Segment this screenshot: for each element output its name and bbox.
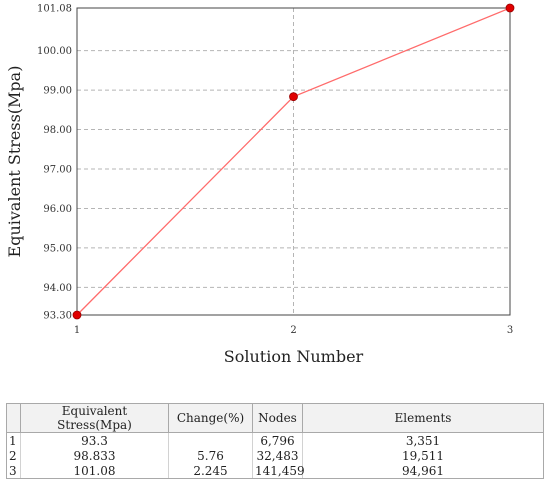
x-tick-label: 1: [74, 325, 80, 336]
table-row[interactable]: 1 93.3 6,796 3,351: [6, 432, 544, 448]
cell-elements: 19,511: [302, 448, 544, 463]
table-header-elements[interactable]: Elements: [302, 403, 544, 433]
results-table: Equivalent Stress(Mpa) Change(%) Nodes E…: [6, 403, 544, 479]
row-index: 2: [6, 448, 21, 463]
table-row[interactable]: 3 101.08 2.245 141,459 94,961: [6, 463, 544, 479]
data-point: [505, 3, 515, 13]
x-axis-title: Solution Number: [224, 347, 364, 366]
table-row[interactable]: 2 98.833 5.76 32,483 19,511: [6, 448, 544, 463]
cell-equivalent-stress: 101.08: [20, 463, 169, 479]
cell-equivalent-stress: 93.3: [20, 432, 169, 448]
cell-elements: 3,351: [302, 432, 544, 448]
y-tick-label: 96.00: [43, 204, 72, 215]
table-header-nodes[interactable]: Nodes: [252, 403, 303, 433]
y-tick-label: 98.00: [43, 125, 72, 136]
y-tick-label: 94.00: [43, 283, 72, 294]
y-tick-label: 93.30: [43, 311, 72, 322]
chart-grid: [77, 8, 510, 315]
y-tick-label: 100.00: [37, 46, 72, 57]
cell-change: 5.76: [168, 448, 253, 463]
convergence-chart: 93.30 94.00 95.00 96.00 97.00 98.00 99.00 100.0…: [5, 3, 515, 366]
cell-equivalent-stress: 98.833: [20, 448, 169, 463]
cell-elements: 94,961: [302, 463, 544, 479]
data-point: [289, 92, 298, 102]
chart-ticks: 93.30 94.00 95.00 96.00 97.00 98.00 99.00 100.0…: [37, 4, 513, 337]
cell-nodes: 141,459: [252, 463, 305, 479]
table-header-row: Equivalent Stress(Mpa) Change(%) Nodes E…: [6, 403, 544, 433]
cell-nodes: 32,483: [252, 448, 303, 463]
y-tick-label: 99.00: [43, 86, 72, 97]
chart-series: [72, 3, 515, 320]
cell-change: 2.245: [168, 463, 253, 479]
plot-frame: [76, 7, 511, 316]
y-tick-label: 101.08: [37, 4, 72, 15]
cell-nodes: 6,796: [252, 432, 303, 448]
table-header-equivalent-stress[interactable]: Equivalent Stress(Mpa): [20, 403, 169, 433]
chart-canvas: 93.30 94.00 95.00 96.00 97.00 98.00 99.00 100.0…: [5, 3, 515, 366]
row-index: 3: [6, 463, 21, 479]
data-point: [72, 310, 82, 320]
x-tick-label: 2: [290, 325, 296, 336]
y-tick-label: 95.00: [43, 243, 72, 254]
row-index: 1: [6, 432, 21, 448]
table-header-change[interactable]: Change(%): [168, 403, 253, 433]
table-header-index: [6, 403, 21, 433]
y-axis-title: Equivalent Stress(Mpa): [5, 66, 24, 258]
y-tick-label: 97.00: [43, 164, 72, 175]
cell-change: [168, 432, 253, 448]
x-tick-label: 3: [507, 325, 513, 336]
